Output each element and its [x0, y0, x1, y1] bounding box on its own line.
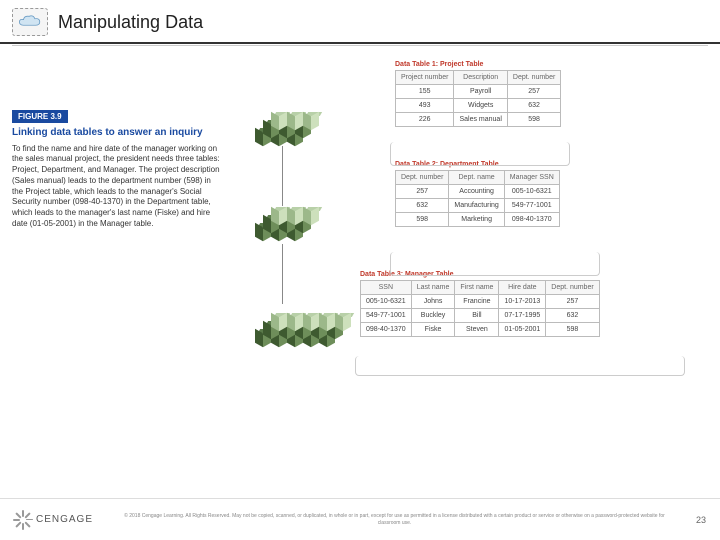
slide-footer: CENGAGE © 2018 Cengage Learning. All Rig… — [0, 498, 720, 540]
brand-text: CENGAGE — [36, 514, 93, 525]
page-title: Manipulating Data — [58, 12, 203, 33]
department-table: Data Table 2: Department Table Dept. num… — [395, 161, 560, 227]
content-area: FIGURE 3.9 Linking data tables to answer… — [0, 46, 720, 476]
manager-table: Data Table 3: Manager Table SSN Last nam… — [360, 271, 600, 337]
link-bracket-2 — [390, 252, 600, 276]
mgr-th-4: Dept. number — [546, 281, 599, 295]
copyright-text: © 2018 Cengage Learning. All Rights Rese… — [93, 513, 696, 526]
connector-arrow-1 — [282, 146, 283, 206]
mgr-th-3: Hire date — [499, 281, 546, 295]
figure-number-badge: FIGURE 3.9 — [12, 110, 68, 123]
figure-text-block: FIGURE 3.9 Linking data tables to answer… — [12, 106, 222, 230]
project-th-2: Dept. number — [507, 71, 560, 85]
slide-header: Manipulating Data — [0, 0, 720, 44]
project-table: Data Table 1: Project Table Project numb… — [395, 61, 561, 127]
project-table-caption: Data Table 1: Project Table — [395, 61, 561, 68]
link-bracket-1 — [390, 142, 570, 166]
project-th-0: Project number — [396, 71, 454, 85]
brand-logo: CENGAGE — [14, 511, 93, 529]
connector-arrow-2 — [282, 244, 283, 304]
dept-th-1: Dept. name — [449, 171, 504, 185]
mgr-th-1: Last name — [411, 281, 455, 295]
cloud-icon-badge — [12, 8, 48, 36]
dept-th-2: Manager SSN — [504, 171, 559, 185]
link-bracket-3 — [355, 356, 685, 376]
figure-body-text: To find the name and hire date of the ma… — [12, 144, 222, 230]
dept-th-0: Dept. number — [396, 171, 449, 185]
project-th-1: Description — [454, 71, 507, 85]
cloud-icon — [17, 13, 43, 31]
page-number: 23 — [696, 515, 706, 525]
logo-burst-icon — [14, 511, 32, 529]
mgr-th-2: First name — [455, 281, 499, 295]
mgr-th-0: SSN — [361, 281, 412, 295]
figure-title: Linking data tables to answer an inquiry — [12, 127, 222, 140]
